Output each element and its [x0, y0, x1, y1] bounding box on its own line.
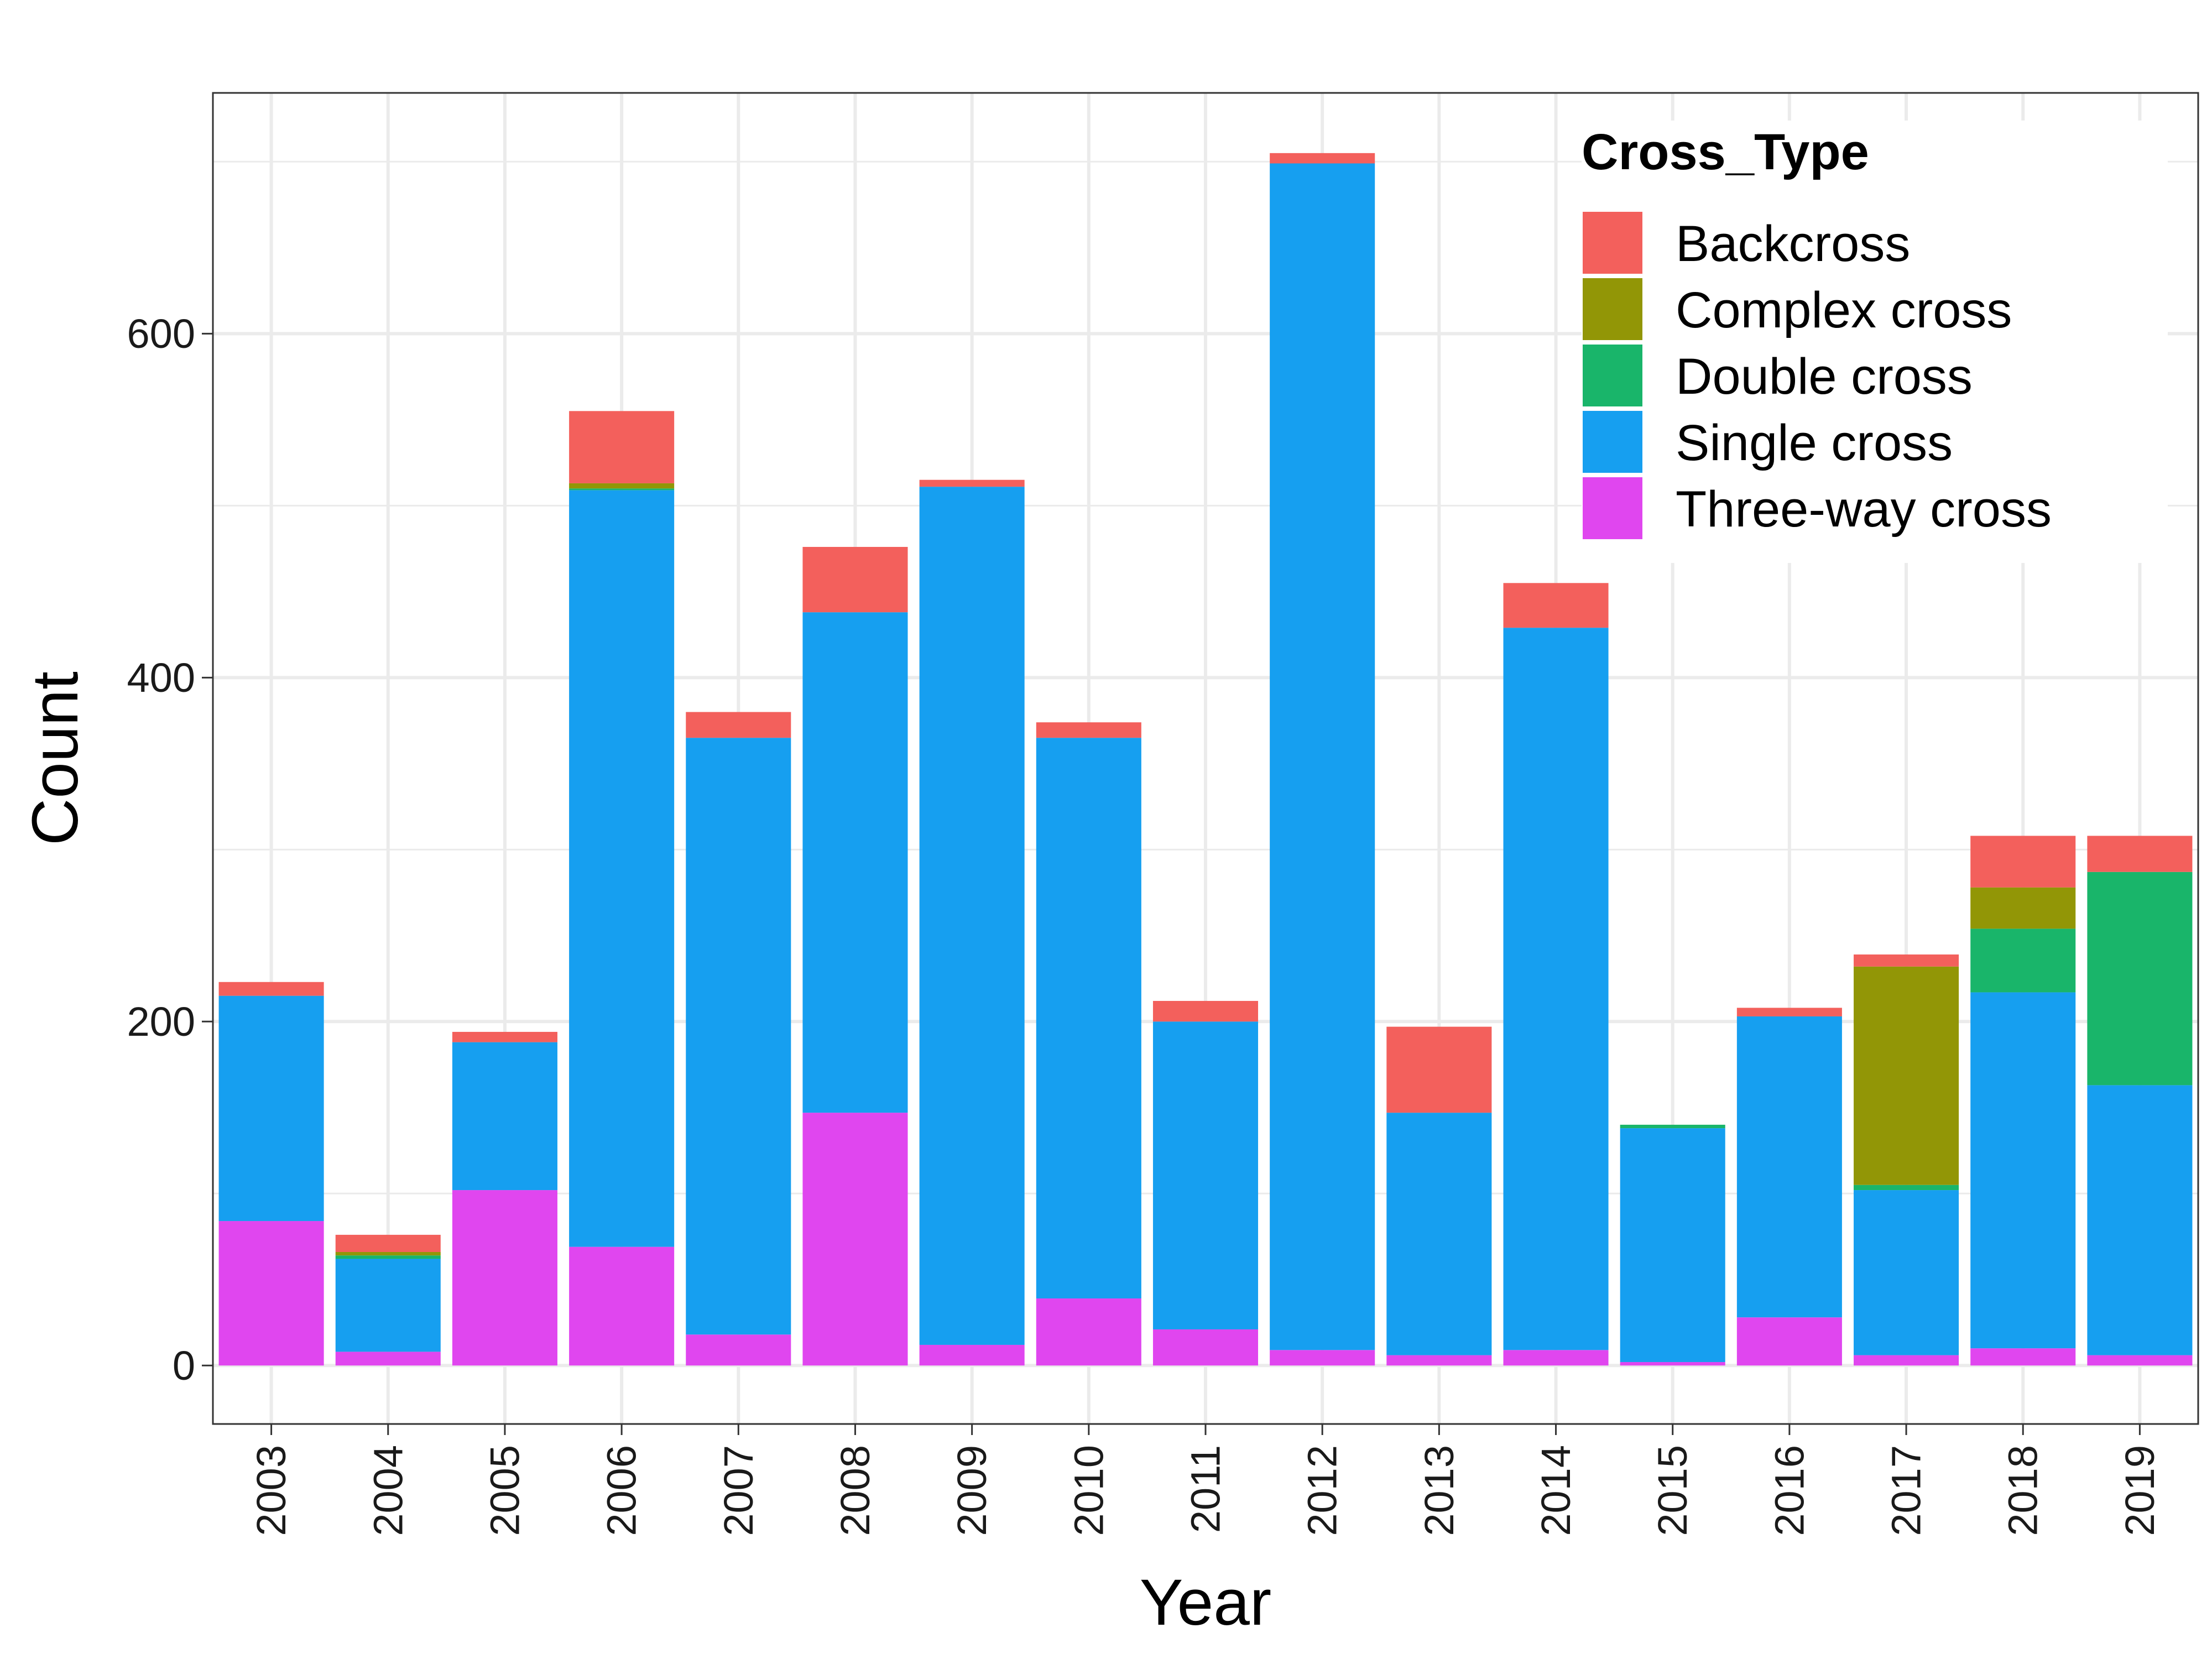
legend-key-single-cross	[1583, 411, 1642, 473]
y-tick-label: 200	[127, 999, 195, 1045]
y-tick-label: 400	[127, 655, 195, 701]
legend: Cross_Type Backcross Complex cross Double …	[1582, 121, 2168, 563]
bar-three-way-cross-2005	[452, 1190, 557, 1366]
bar-double-cross-2018	[1970, 928, 2076, 993]
x-tick-label: 2016	[1766, 1445, 1812, 1536]
bar-single-cross-2003	[218, 995, 324, 1222]
bar-three-way-cross-2017	[1854, 1355, 1959, 1366]
y-axis-title: Count	[19, 671, 92, 846]
bar-complex-cross-2004	[335, 1252, 441, 1256]
legend-title: Cross_Type	[1582, 124, 1869, 180]
bar-three-way-cross-2006	[569, 1246, 675, 1366]
bars	[218, 153, 2193, 1366]
bar-three-way-cross-2015	[1620, 1362, 1725, 1366]
bar-backcross-2004	[335, 1234, 441, 1253]
bar-three-way-cross-2007	[686, 1334, 791, 1366]
bar-three-way-cross-2019	[2087, 1355, 2193, 1366]
bar-three-way-cross-2012	[1270, 1350, 1375, 1366]
y-tick-label: 0	[173, 1343, 195, 1389]
x-tick-label: 2011	[1183, 1445, 1229, 1533]
legend-label-double-cross: Double cross	[1676, 348, 1973, 405]
bar-double-cross-2004	[335, 1255, 441, 1259]
bar-backcross-2019	[2087, 836, 2193, 872]
legend-key-complex-cross	[1583, 278, 1642, 340]
x-tick-label: 2019	[2117, 1445, 2163, 1536]
x-tick-label: 2010	[1066, 1445, 1112, 1536]
x-tick-label: 2017	[1884, 1445, 1929, 1536]
bar-three-way-cross-2004	[335, 1352, 441, 1366]
bar-single-cross-2012	[1270, 163, 1375, 1350]
legend-label-complex-cross: Complex cross	[1676, 282, 2012, 338]
bar-three-way-cross-2010	[1036, 1298, 1141, 1366]
x-tick-label: 2003	[248, 1445, 294, 1536]
legend-key-backcross	[1583, 212, 1642, 274]
legend-label-backcross: Backcross	[1676, 216, 1910, 272]
bar-single-cross-2011	[1152, 1021, 1259, 1329]
bar-single-cross-2006	[569, 490, 675, 1247]
bar-single-cross-2008	[802, 612, 908, 1113]
bar-single-cross-2007	[686, 738, 791, 1335]
legend-key-three-way-cross	[1583, 477, 1642, 539]
bar-backcross-2007	[686, 712, 791, 738]
bar-double-cross-2019	[2087, 872, 2193, 1086]
x-tick-label: 2012	[1300, 1445, 1345, 1536]
bar-three-way-cross-2011	[1152, 1329, 1259, 1366]
bar-single-cross-2015	[1620, 1128, 1725, 1363]
y-tick-label: 600	[127, 311, 195, 357]
bar-three-way-cross-2009	[919, 1344, 1025, 1366]
bar-single-cross-2016	[1736, 1016, 1842, 1318]
legend-background	[1582, 121, 2168, 563]
x-tick-label: 2005	[482, 1445, 528, 1536]
bar-single-cross-2018	[1970, 992, 2076, 1349]
bar-single-cross-2017	[1854, 1190, 1959, 1355]
bar-single-cross-2019	[2087, 1085, 2193, 1355]
bar-three-way-cross-2003	[218, 1221, 324, 1366]
bar-single-cross-2013	[1386, 1113, 1492, 1355]
bar-double-cross-2015	[1620, 1124, 1725, 1129]
x-tick-label: 2004	[365, 1445, 411, 1536]
bar-single-cross-2005	[452, 1042, 557, 1191]
x-tick-label: 2006	[599, 1445, 645, 1536]
bar-three-way-cross-2008	[802, 1113, 908, 1366]
x-tick-label: 2014	[1533, 1445, 1579, 1536]
bar-single-cross-2009	[919, 487, 1025, 1345]
x-tick-label: 2018	[2000, 1445, 2046, 1536]
bar-backcross-2018	[1970, 836, 2076, 888]
bar-backcross-2003	[218, 982, 324, 996]
bar-three-way-cross-2014	[1503, 1350, 1609, 1366]
bar-double-cross-2017	[1854, 1185, 1959, 1191]
bar-double-cross-2006	[569, 488, 675, 491]
x-tick-label: 2008	[832, 1445, 878, 1536]
bar-backcross-2005	[452, 1031, 557, 1042]
legend-label-single-cross: Single cross	[1676, 415, 1953, 471]
bar-single-cross-2004	[335, 1259, 441, 1352]
bar-backcross-2012	[1270, 153, 1375, 164]
bar-backcross-2016	[1736, 1008, 1842, 1016]
x-tick-label: 2007	[716, 1445, 761, 1536]
axes: 0 200 400 600 2003 2004 2005 2006 2007 2008 2009 20…	[127, 311, 2163, 1536]
bar-three-way-cross-2013	[1386, 1355, 1492, 1366]
bar-complex-cross-2006	[569, 483, 675, 489]
bar-backcross-2011	[1152, 1000, 1259, 1022]
legend-label-three-way-cross: Three-way cross	[1676, 481, 2052, 538]
bar-complex-cross-2017	[1854, 966, 1959, 1185]
bar-backcross-2009	[919, 479, 1025, 487]
x-tick-label: 2013	[1416, 1445, 1462, 1536]
bar-backcross-2017	[1854, 954, 1959, 967]
x-axis-title: Year	[1140, 1566, 1271, 1639]
bar-backcross-2014	[1503, 583, 1609, 628]
bar-single-cross-2014	[1503, 628, 1609, 1350]
bar-complex-cross-2018	[1970, 887, 2076, 929]
bar-three-way-cross-2018	[1970, 1348, 2076, 1366]
x-tick-label: 2015	[1650, 1445, 1695, 1536]
bar-three-way-cross-2016	[1736, 1317, 1842, 1366]
legend-key-double-cross	[1583, 345, 1642, 406]
bar-backcross-2013	[1386, 1026, 1492, 1113]
bar-backcross-2010	[1036, 722, 1141, 738]
bar-backcross-2008	[802, 546, 908, 613]
bar-single-cross-2010	[1036, 738, 1141, 1298]
x-tick-label: 2009	[949, 1445, 995, 1536]
bar-backcross-2006	[569, 411, 675, 483]
